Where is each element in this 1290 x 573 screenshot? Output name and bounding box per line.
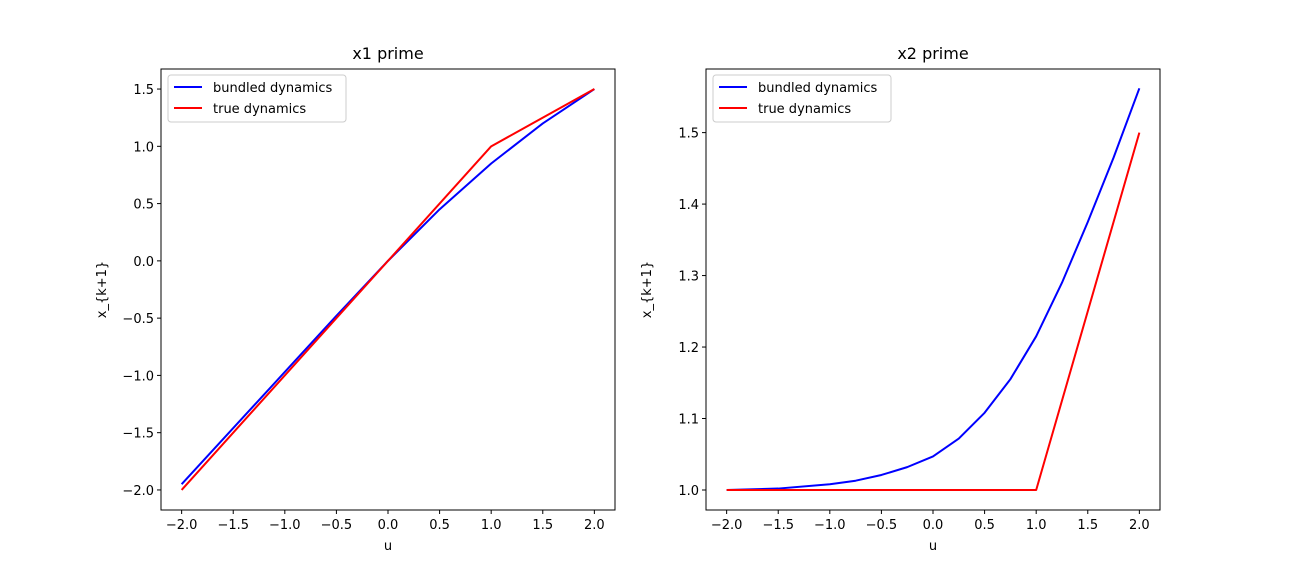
y-tick-label: −1.0 [122,369,154,384]
legend-label: true dynamics [213,102,306,117]
y-tick-label: 1.2 [678,341,699,356]
legend: bundled dynamics true dynamics [712,74,892,123]
legend: bundled dynamics true dynamics [167,74,347,123]
x-tick-label: −1.0 [269,518,301,533]
plot-area-frame [160,68,616,511]
y-tick-label: −2.0 [122,484,154,499]
chart-panel-1: −2.0 −1.5 −1.0 −0.5 0.0 0.5 1.0 1.5 2.0 −2.0 −1.5 −… [95,44,616,554]
legend-box [712,74,892,123]
y-tick-label: 1.5 [133,83,154,98]
y-tick-label: 1.5 [678,127,699,142]
y-tick-label: −0.5 [122,312,154,327]
x-tick-label: −2.0 [166,518,198,533]
y-tick-label: 1.1 [678,413,699,428]
y-tick-label: 1.0 [678,484,699,499]
legend-label: bundled dynamics [758,81,878,96]
plot-area-frame [705,68,1161,511]
x-tick-label: 1.0 [1026,518,1047,533]
x-tick-label: 1.5 [532,518,553,533]
series-line-bundled-dynamics [726,87,1141,491]
x-tick-label: −1.5 [217,518,249,533]
chart-title: x2 prime [897,44,968,63]
x-tick-label: −2.0 [711,518,743,533]
chart-panel-2: −2.0 −1.5 −1.0 −0.5 0.0 0.5 1.0 1.5 2.0 1.0 1.1 1.2… [640,44,1161,554]
series-line-true-dynamics [180,88,595,491]
x-tick-label: −1.0 [814,518,846,533]
x-tick-label: 2.0 [584,518,605,533]
x-tick-label: 0.5 [974,518,995,533]
chart-title: x1 prime [352,44,423,63]
series-line-bundled-dynamics [180,88,595,485]
y-tick-label: −1.5 [122,427,154,442]
x-tick-label: 0.0 [923,518,944,533]
y-tick-label: 1.4 [678,198,699,213]
x-tick-label: −1.5 [762,518,794,533]
y-tick-label: 0.5 [133,198,154,213]
x-tick-label: −0.5 [321,518,353,533]
series-line-true-dynamics [726,132,1141,491]
x-tick-label: 1.0 [481,518,502,533]
x-tick-label: −0.5 [866,518,898,533]
y-axis-label: x_{k+1} [640,261,655,318]
x-tick-label: 2.0 [1129,518,1150,533]
x-axis-label: u [384,539,392,554]
y-tick-label: 1.0 [133,140,154,155]
x-tick-label: 0.5 [429,518,450,533]
y-axis-label: x_{k+1} [95,261,110,318]
legend-label: bundled dynamics [213,81,333,96]
y-tick-label: 0.0 [133,255,154,270]
x-tick-label: 0.0 [378,518,399,533]
x-tick-label: 1.5 [1077,518,1098,533]
legend-box [167,74,347,123]
legend-label: true dynamics [758,102,851,117]
x-axis-label: u [929,539,937,554]
y-tick-label: 1.3 [678,270,699,285]
